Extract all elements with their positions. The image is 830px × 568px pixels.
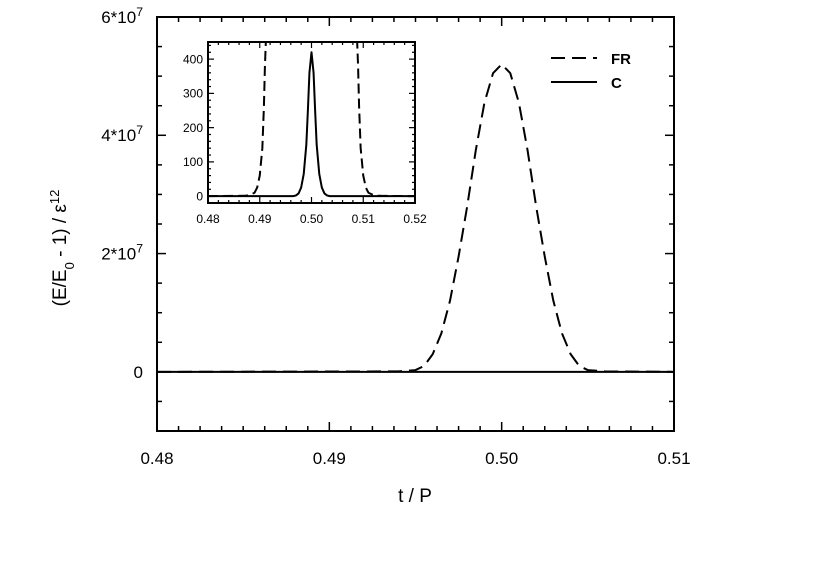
inset-series-c-2 — [208, 51, 415, 198]
main-y-tick-label: 6*107 — [101, 5, 143, 27]
legend: FR C — [551, 51, 631, 92]
y-axis-label-sup: 12 — [47, 190, 62, 204]
main-series-group — [157, 63, 674, 373]
inset-series-fr-1 — [356, 42, 415, 198]
x-axis-label: t / P — [398, 486, 432, 507]
main-y-tick-label: 0 — [134, 363, 143, 382]
inset-background — [208, 42, 415, 203]
main-x-tick-label: 0.51 — [657, 449, 690, 468]
main-x-tick-label: 0.48 — [140, 449, 173, 468]
inset-plot-area: 0.48 0.49 0.50 0.51 0.52 0 100 200 300 400 — [183, 41, 427, 226]
main-y-tick-label-exp: 7 — [136, 5, 143, 19]
inset-series-group — [208, 42, 415, 198]
main-y-tick-label: 4*107 — [101, 123, 143, 145]
main-y-tick-label: 2*107 — [101, 242, 143, 264]
y-axis-label: (E/E0 - 1) / ε12 — [47, 190, 77, 307]
main-y-tick-label-base: 4*10 — [101, 126, 136, 145]
main-y-tick-label-base: 0 — [134, 363, 143, 382]
inset-y-tick-label: 100 — [183, 155, 203, 169]
main-x-tick-label: 0.50 — [485, 449, 518, 468]
inset-y-tick-label: 400 — [183, 52, 203, 66]
main-y-tick-label-exp: 7 — [136, 242, 143, 256]
inset-x-tick-label: 0.52 — [403, 212, 427, 226]
main-series-fr-0 — [157, 63, 674, 373]
y-axis-label-sub: 0 — [62, 262, 77, 269]
legend-label-c: C — [611, 75, 622, 92]
main-y-tick-label-exp: 7 — [136, 123, 143, 137]
inset-x-tick-label: 0.50 — [300, 212, 324, 226]
inset-y-tick-label: 300 — [183, 87, 203, 101]
legend-label-fr: FR — [611, 51, 631, 68]
main-y-tick-label-base: 2*10 — [101, 245, 136, 264]
inset-x-tick-label: 0.48 — [196, 212, 220, 226]
inset-x-tick-label: 0.51 — [352, 212, 376, 226]
y-axis-label-open: (E/E — [50, 269, 71, 306]
y-axis-label-mid: - 1) / ε — [50, 204, 71, 263]
main-x-tick-label: 0.49 — [313, 449, 346, 468]
main-y-tick-label-base: 6*10 — [101, 8, 136, 27]
inset-y-tick-label: 0 — [196, 189, 203, 203]
inset-x-tick-label: 0.49 — [248, 212, 272, 226]
inset-y-tick-label: 200 — [183, 121, 203, 135]
